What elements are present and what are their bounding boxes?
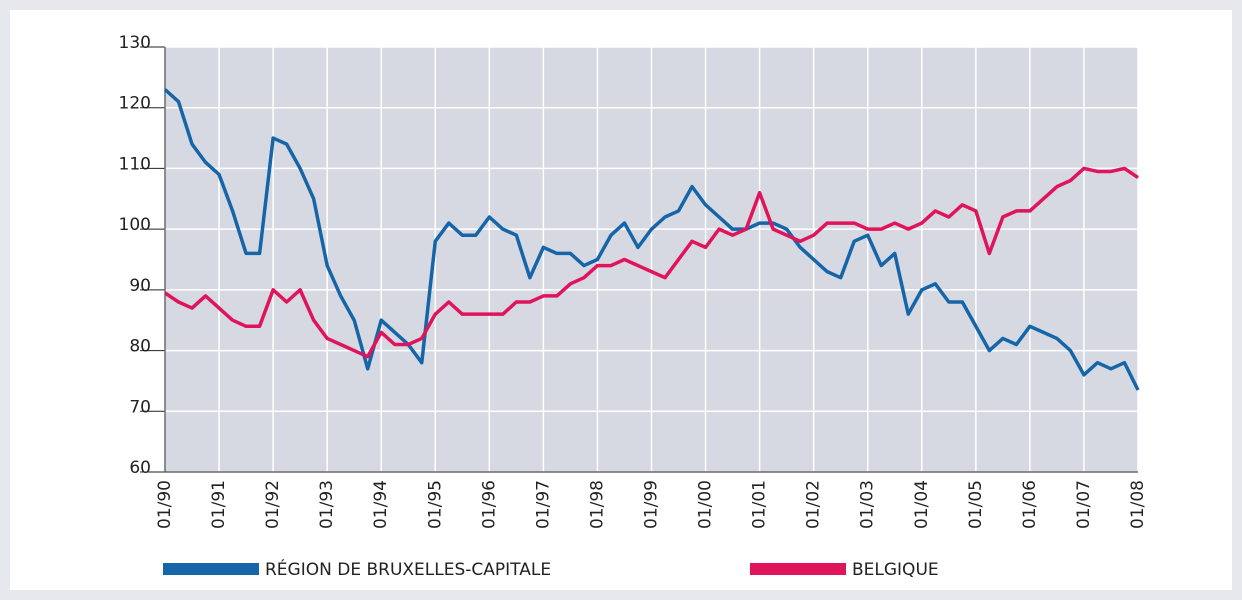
x-tick-label: 01/08 bbox=[1128, 480, 1148, 529]
x-tick-label: 01/05 bbox=[966, 480, 986, 529]
y-tick-label: 70 bbox=[129, 397, 151, 417]
y-tick-label: 80 bbox=[129, 337, 151, 357]
x-tick-label: 01/91 bbox=[209, 480, 229, 529]
x-tick-label: 01/90 bbox=[155, 480, 175, 529]
legend-swatch bbox=[750, 563, 846, 575]
x-tick-label: 01/96 bbox=[479, 480, 499, 529]
y-tick-label: 120 bbox=[119, 94, 151, 114]
x-tick-label: 01/98 bbox=[587, 480, 607, 529]
x-tick-label: 01/99 bbox=[642, 480, 662, 529]
x-tick-label: 01/95 bbox=[425, 480, 445, 529]
series-line bbox=[164, 166, 1139, 359]
x-tick-label: 01/07 bbox=[1074, 480, 1094, 529]
x-tick-label: 01/02 bbox=[804, 480, 824, 529]
x-tick-label: 01/01 bbox=[750, 480, 770, 529]
series-line bbox=[163, 88, 1140, 391]
x-tick-label: 01/94 bbox=[371, 480, 391, 529]
legend-label: RÉGION DE BRUXELLES-CAPITALE bbox=[265, 558, 551, 580]
x-tick-label: 01/93 bbox=[317, 480, 337, 529]
y-tick-label: 100 bbox=[119, 215, 151, 235]
y-tick-label: 60 bbox=[129, 458, 151, 478]
legend-swatch bbox=[163, 563, 259, 575]
x-tick-label: 01/03 bbox=[858, 480, 878, 529]
legend-label: BELGIQUE bbox=[852, 560, 939, 580]
y-tick-label: 130 bbox=[119, 33, 151, 53]
y-tick-label: 110 bbox=[119, 154, 151, 174]
x-tick-label: 01/97 bbox=[533, 480, 553, 529]
x-tick-label: 01/04 bbox=[912, 480, 932, 529]
x-tick-label: 01/06 bbox=[1020, 480, 1040, 529]
y-tick-label: 90 bbox=[129, 276, 151, 296]
x-tick-label: 01/92 bbox=[263, 480, 283, 529]
x-tick-label: 01/00 bbox=[696, 480, 716, 529]
